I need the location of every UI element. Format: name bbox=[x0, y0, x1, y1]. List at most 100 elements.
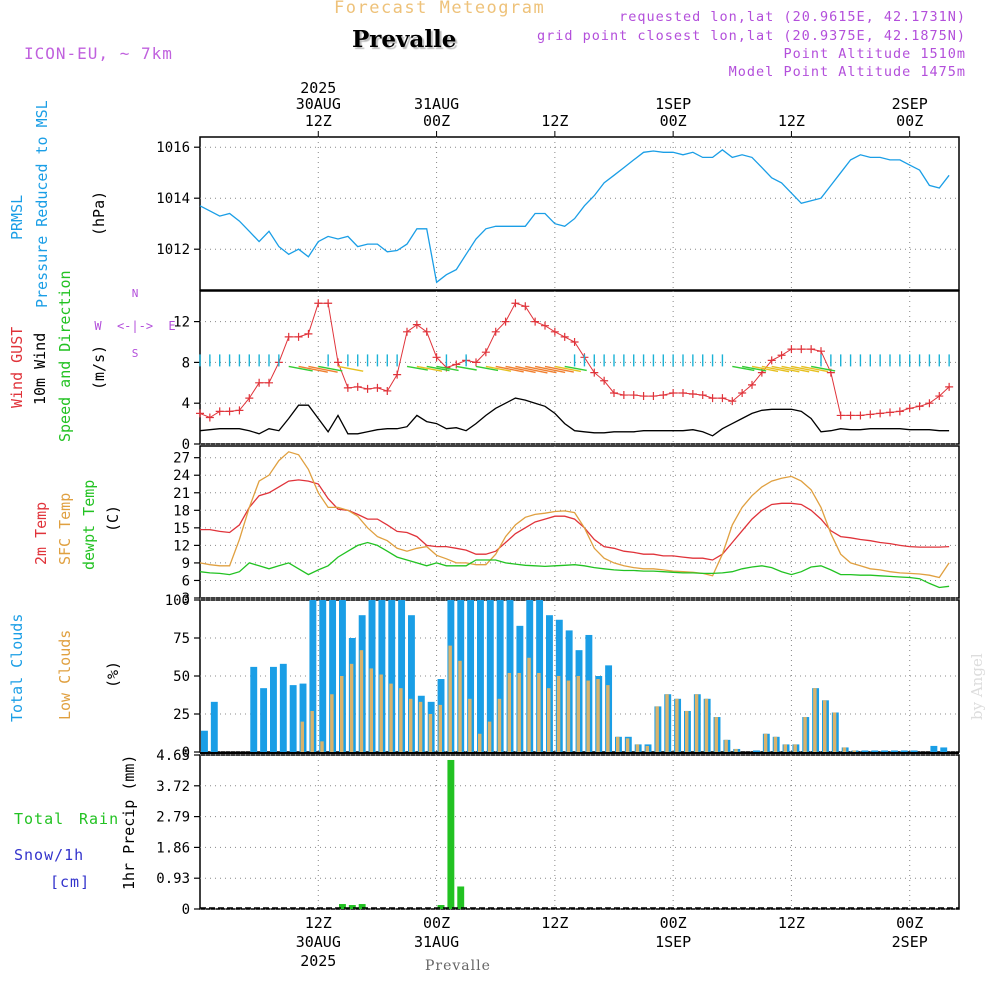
wind-direction-arrow bbox=[318, 365, 343, 372]
gust-marker bbox=[314, 299, 323, 308]
wind-direction-arrow bbox=[288, 365, 313, 372]
low-cloud-bar bbox=[379, 674, 383, 752]
top-hour-label: 12Z bbox=[541, 112, 568, 130]
ytick-label: 0 bbox=[182, 437, 190, 453]
wind-direction-arrow bbox=[515, 365, 548, 374]
gust-marker bbox=[363, 384, 372, 393]
gust-marker bbox=[659, 391, 668, 400]
gust-marker bbox=[856, 411, 865, 420]
top-date-label: 1SEP bbox=[655, 95, 691, 113]
total-cloud-bar bbox=[319, 600, 327, 752]
low-cloud-bar bbox=[773, 736, 778, 752]
low-cloud-bar bbox=[823, 700, 827, 752]
gust-marker bbox=[472, 358, 480, 367]
total-cloud-bar bbox=[408, 615, 415, 752]
gust-marker bbox=[560, 332, 569, 341]
precip-label-cm: [cm] bbox=[50, 873, 91, 891]
rain-bar bbox=[339, 904, 346, 909]
gust-marker bbox=[698, 391, 707, 400]
point-altitude: Point Altitude 1510m bbox=[783, 46, 966, 62]
ytick-label: 4 bbox=[182, 396, 190, 412]
top-date-label: 31AUG bbox=[414, 95, 459, 113]
top-hour-label: 00Z bbox=[896, 112, 923, 130]
wind-direction-arrow bbox=[495, 365, 524, 373]
meteogram-title: Forecast Meteogram bbox=[334, 0, 546, 18]
gust-marker bbox=[669, 389, 678, 397]
ytick-label: 21 bbox=[173, 486, 190, 502]
total-cloud-bar bbox=[930, 745, 938, 752]
ytick-label: 75 bbox=[173, 631, 190, 647]
gust-marker bbox=[334, 358, 342, 367]
low-cloud-bar bbox=[409, 698, 413, 752]
low-cloud-bar bbox=[832, 712, 837, 752]
low-cloud-bar bbox=[625, 738, 630, 752]
low-cloud-bar bbox=[527, 657, 531, 752]
wind-direction-arrow bbox=[406, 365, 428, 371]
gust-marker bbox=[324, 299, 333, 308]
wind-direction-arrow bbox=[436, 365, 459, 372]
gust-marker bbox=[245, 394, 254, 403]
wind-direction-arrow bbox=[742, 365, 767, 372]
top-date-label: 2SEP bbox=[892, 95, 928, 113]
rain-bar bbox=[457, 886, 465, 909]
total-cloud-bar bbox=[329, 600, 337, 752]
precip-label-rain: Rain bbox=[79, 810, 120, 828]
low-cloud-bar bbox=[566, 680, 571, 752]
low-cloud-bar bbox=[369, 668, 374, 752]
ytick-label: 100 bbox=[165, 593, 190, 609]
gust-marker bbox=[284, 332, 293, 341]
wind-direction-arrow bbox=[337, 365, 364, 372]
low-cloud-bar bbox=[576, 676, 581, 752]
total-cloud-bar bbox=[940, 747, 948, 752]
compass-s: S bbox=[132, 347, 139, 360]
gust-marker bbox=[728, 397, 737, 406]
bottom-hour-label: 00Z bbox=[660, 914, 687, 932]
ytick-label: 8 bbox=[182, 355, 190, 371]
low-cloud-bar bbox=[694, 694, 699, 752]
ytick-label: 1.86 bbox=[156, 840, 190, 856]
low-cloud-bar bbox=[556, 676, 561, 752]
ytick-label: 0 bbox=[182, 745, 190, 761]
wind-direction-arrow bbox=[791, 365, 820, 373]
gust-marker bbox=[817, 347, 825, 356]
bottom-date-label: 2SEP bbox=[892, 933, 928, 951]
gust-marker bbox=[610, 389, 618, 397]
gust-marker bbox=[373, 383, 382, 392]
top-hour-label: 12Z bbox=[305, 112, 332, 130]
rain-bar bbox=[358, 904, 366, 909]
rain-bar bbox=[437, 905, 445, 909]
low-cloud-bar bbox=[507, 672, 512, 752]
gust-marker bbox=[235, 406, 244, 415]
gust-marker bbox=[866, 410, 875, 419]
gust-marker bbox=[501, 317, 510, 326]
gust-marker bbox=[807, 345, 816, 354]
low-cloud-bar bbox=[547, 688, 551, 752]
low-cloud-bar bbox=[448, 645, 452, 752]
gust-marker bbox=[541, 321, 549, 330]
requested-coords: requested lon,lat (20.9615E, 42.1731N) bbox=[619, 9, 966, 25]
total-cloud-bar bbox=[753, 750, 760, 752]
low-cloud-bar bbox=[813, 688, 817, 752]
low-cloud-bar bbox=[685, 710, 689, 752]
gust-marker bbox=[688, 390, 697, 399]
gust-marker bbox=[836, 411, 845, 420]
total-cloud-bar bbox=[900, 750, 908, 752]
low-cloud-bar bbox=[793, 744, 797, 752]
total-cloud-bar bbox=[398, 600, 406, 752]
gust-marker bbox=[343, 383, 352, 392]
station-name: Prevalle bbox=[352, 26, 457, 53]
wind-direction-arrow bbox=[781, 365, 810, 373]
gust-marker bbox=[403, 327, 411, 336]
gust-marker bbox=[412, 320, 421, 329]
top-hour-label: 00Z bbox=[423, 112, 450, 130]
total-cloud-bar bbox=[388, 600, 396, 752]
wind-direction-arrow bbox=[564, 365, 587, 372]
bottom-hour-label: 00Z bbox=[896, 914, 923, 932]
total-cloud-bar bbox=[477, 600, 484, 752]
pressure-line bbox=[199, 148, 950, 284]
gridpoint-coords: grid point closest lon,lat (20.9375E, 42… bbox=[536, 28, 966, 44]
wind-direction-arrow bbox=[732, 365, 755, 372]
gust-marker bbox=[531, 317, 540, 326]
low-cloud-bar bbox=[438, 704, 443, 752]
ytick-label: 2.79 bbox=[156, 810, 190, 826]
